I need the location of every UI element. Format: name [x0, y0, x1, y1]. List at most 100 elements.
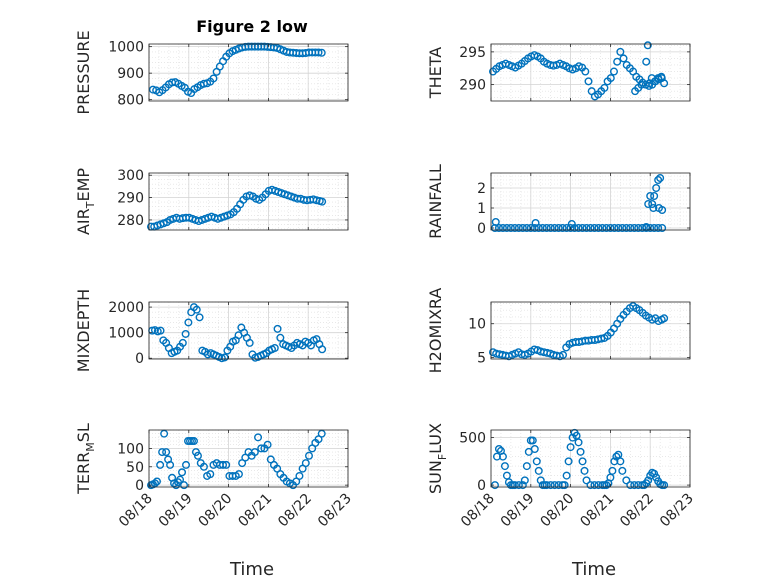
data-point — [162, 448, 171, 457]
data-series — [146, 429, 326, 490]
data-point — [609, 67, 618, 76]
data-point — [220, 353, 229, 362]
data-point — [250, 448, 259, 457]
data-series — [488, 302, 669, 361]
data-point — [178, 338, 187, 347]
subplot-2: 290 295 THETA — [426, 41, 691, 102]
x-axis-label-left: Time — [229, 559, 274, 580]
data-point — [614, 223, 623, 232]
data-point — [158, 448, 167, 457]
data-point — [567, 219, 576, 228]
data-point — [644, 199, 653, 208]
data-point — [645, 79, 654, 88]
y-axis-label-subscript: M — [84, 442, 97, 452]
data-point — [152, 477, 161, 486]
data-point — [491, 217, 500, 226]
data-point — [219, 460, 228, 469]
data-point — [156, 460, 165, 469]
data-point — [550, 481, 559, 490]
subplot-1: 800 900 1000 PRESSURE — [74, 30, 349, 115]
data-point — [180, 481, 189, 490]
y-tick-label: 1000 — [108, 40, 144, 56]
y-tick-label: 10 — [468, 317, 486, 333]
data-series — [148, 42, 326, 98]
y-axis-label: AIRTEMP — [74, 168, 97, 235]
data-point — [304, 451, 313, 460]
data-point — [582, 223, 591, 232]
data-point — [514, 481, 523, 490]
data-point — [648, 199, 657, 208]
data-point — [626, 223, 635, 232]
data-point — [526, 223, 535, 232]
data-point — [612, 452, 621, 461]
data-point — [560, 481, 569, 490]
data-point — [656, 173, 665, 182]
data-point — [581, 67, 590, 76]
data-point — [254, 433, 263, 442]
data-point — [564, 457, 573, 466]
data-point — [649, 203, 658, 212]
data-point — [630, 223, 639, 232]
data-point — [654, 203, 663, 212]
data-point — [644, 476, 653, 485]
data-point — [637, 80, 646, 89]
data-point — [498, 452, 507, 461]
data-point — [642, 57, 651, 66]
data-point — [616, 457, 625, 466]
data-point — [576, 447, 585, 456]
data-point — [558, 223, 567, 232]
data-point — [610, 223, 619, 232]
data-point — [634, 223, 643, 232]
data-point — [640, 481, 649, 490]
axes-box — [148, 301, 349, 360]
data-point — [622, 476, 631, 485]
data-point — [156, 326, 165, 335]
data-point — [318, 197, 327, 206]
data-point — [584, 77, 593, 86]
data-point — [510, 481, 519, 490]
data-point — [166, 460, 175, 469]
data-point — [276, 333, 285, 342]
data-point — [498, 223, 507, 232]
data-point — [650, 223, 659, 232]
subplot-4: 0 1 2 RAINFALL — [426, 164, 691, 239]
y-tick-label: 0 — [135, 478, 144, 494]
x-axis-label-right: Time — [571, 559, 616, 580]
data-series — [148, 303, 327, 363]
data-point — [550, 223, 559, 232]
data-point — [646, 223, 655, 232]
data-point — [506, 223, 515, 232]
data-point — [594, 223, 603, 232]
data-point — [613, 57, 622, 66]
y-tick-label: 900 — [117, 66, 144, 82]
data-point — [518, 223, 527, 232]
data-point — [578, 223, 587, 232]
data-point — [530, 223, 539, 232]
data-point — [273, 324, 282, 333]
y-tick-label: 500 — [459, 431, 486, 447]
data-series — [488, 41, 669, 101]
data-point — [598, 223, 607, 232]
y-tick-label: 295 — [459, 45, 486, 61]
data-point — [522, 223, 531, 232]
y-axis-label: RAINFALL — [426, 164, 445, 239]
data-point — [209, 74, 218, 83]
data-point — [317, 48, 326, 57]
data-point — [586, 223, 595, 232]
data-point — [222, 460, 231, 469]
data-point — [534, 466, 543, 475]
axes-box — [490, 43, 691, 102]
data-point — [148, 85, 157, 94]
data-point — [192, 305, 201, 314]
data-point — [189, 437, 198, 446]
y-tick-label: 0 — [135, 351, 144, 367]
data-point — [546, 223, 555, 232]
data-point — [312, 196, 321, 205]
y-tick-label: 0 — [477, 478, 486, 494]
data-point — [602, 481, 611, 490]
subplot-3: 280 290 300 AIRTEMP — [74, 168, 349, 235]
data-point — [586, 481, 595, 490]
data-point — [542, 223, 551, 232]
data-point — [580, 466, 589, 475]
